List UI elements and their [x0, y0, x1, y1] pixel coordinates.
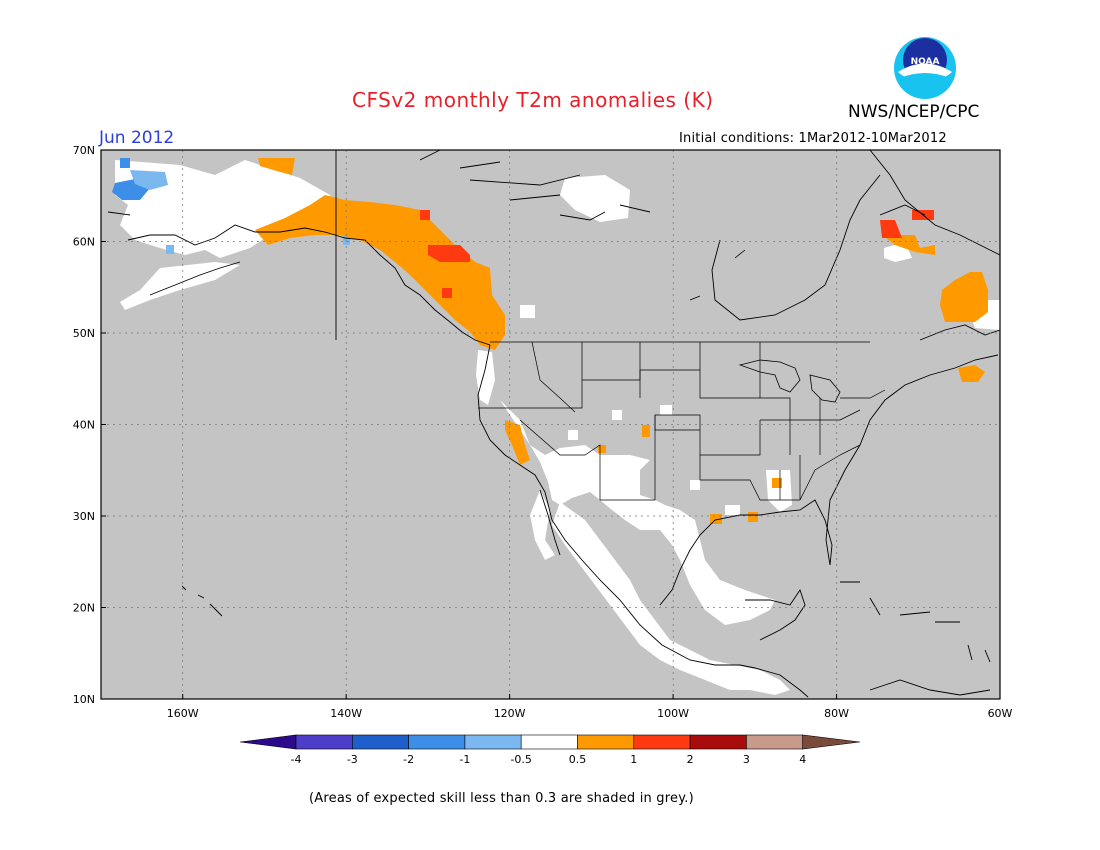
lat-label: 10N [73, 693, 95, 706]
coastlines [107, 149, 1001, 698]
colorbar-segment [633, 734, 691, 750]
footnote: (Areas of expected skill less than 0.3 a… [309, 791, 694, 806]
lat-label: 30N [73, 510, 95, 523]
initial-conditions: Initial conditions: 1Mar2012-10Mar2012 [679, 131, 947, 146]
lat-label: 20N [73, 602, 95, 615]
colorbar-label: -4 [291, 753, 302, 766]
colorbar-segment [520, 734, 578, 750]
graticule [101, 150, 1000, 699]
latitude-labels: 70N 60N 50N 40N 30N 20N 10N [73, 144, 106, 706]
strong-warm-regions [420, 210, 934, 298]
colorbar-label: 3 [743, 753, 750, 766]
state-borders [478, 341, 886, 501]
lat-label: 50N [73, 327, 95, 340]
colorbar-label: -0.5 [510, 753, 531, 766]
colorbar-high-arrow [802, 734, 861, 750]
lon-label: 60W [988, 707, 1013, 720]
colorbar-label: -2 [403, 753, 414, 766]
lat-label: 60N [73, 236, 95, 249]
colorbar-label: -3 [347, 753, 358, 766]
lat-label: 70N [73, 144, 95, 157]
lon-label: 160W [167, 707, 199, 720]
colorbar-segment [746, 734, 804, 750]
great-lakes [689, 249, 841, 403]
colorbar-segment [464, 734, 522, 750]
chart-title: CFSv2 monthly T2m anomalies (K) [352, 88, 714, 112]
colorbar-low-arrow [239, 734, 297, 750]
lon-label: 80W [824, 707, 849, 720]
lat-label: 40N [73, 419, 95, 432]
colorbar-segment [351, 734, 409, 750]
colorbar-label: -1 [459, 753, 470, 766]
longitude-labels: 160W 140W 120W 100W 80W 60W [167, 694, 1013, 720]
lon-label: 140W [330, 707, 362, 720]
noaa-logo: NOAA [894, 37, 956, 99]
forecast-month: Jun 2012 [99, 128, 175, 148]
colorbar-label: 2 [687, 753, 694, 766]
organization-label: NWS/NCEP/CPC [848, 102, 980, 122]
noaa-logo-text: NOAA [911, 57, 940, 67]
warm-anomaly-regions [255, 158, 988, 524]
colorbar-label: 0.5 [569, 753, 587, 766]
colorbar-segment [408, 734, 466, 750]
colorbar: -4 -3 -2 -1 -0.5 0.5 1 2 3 4 [239, 734, 861, 766]
colorbar-segment [689, 734, 747, 750]
lon-label: 120W [494, 707, 526, 720]
colorbar-segment [577, 734, 635, 750]
colorbar-label: 1 [630, 753, 637, 766]
lon-label: 100W [657, 707, 689, 720]
colorbar-segment [295, 734, 353, 750]
colorbar-label: 4 [799, 753, 806, 766]
